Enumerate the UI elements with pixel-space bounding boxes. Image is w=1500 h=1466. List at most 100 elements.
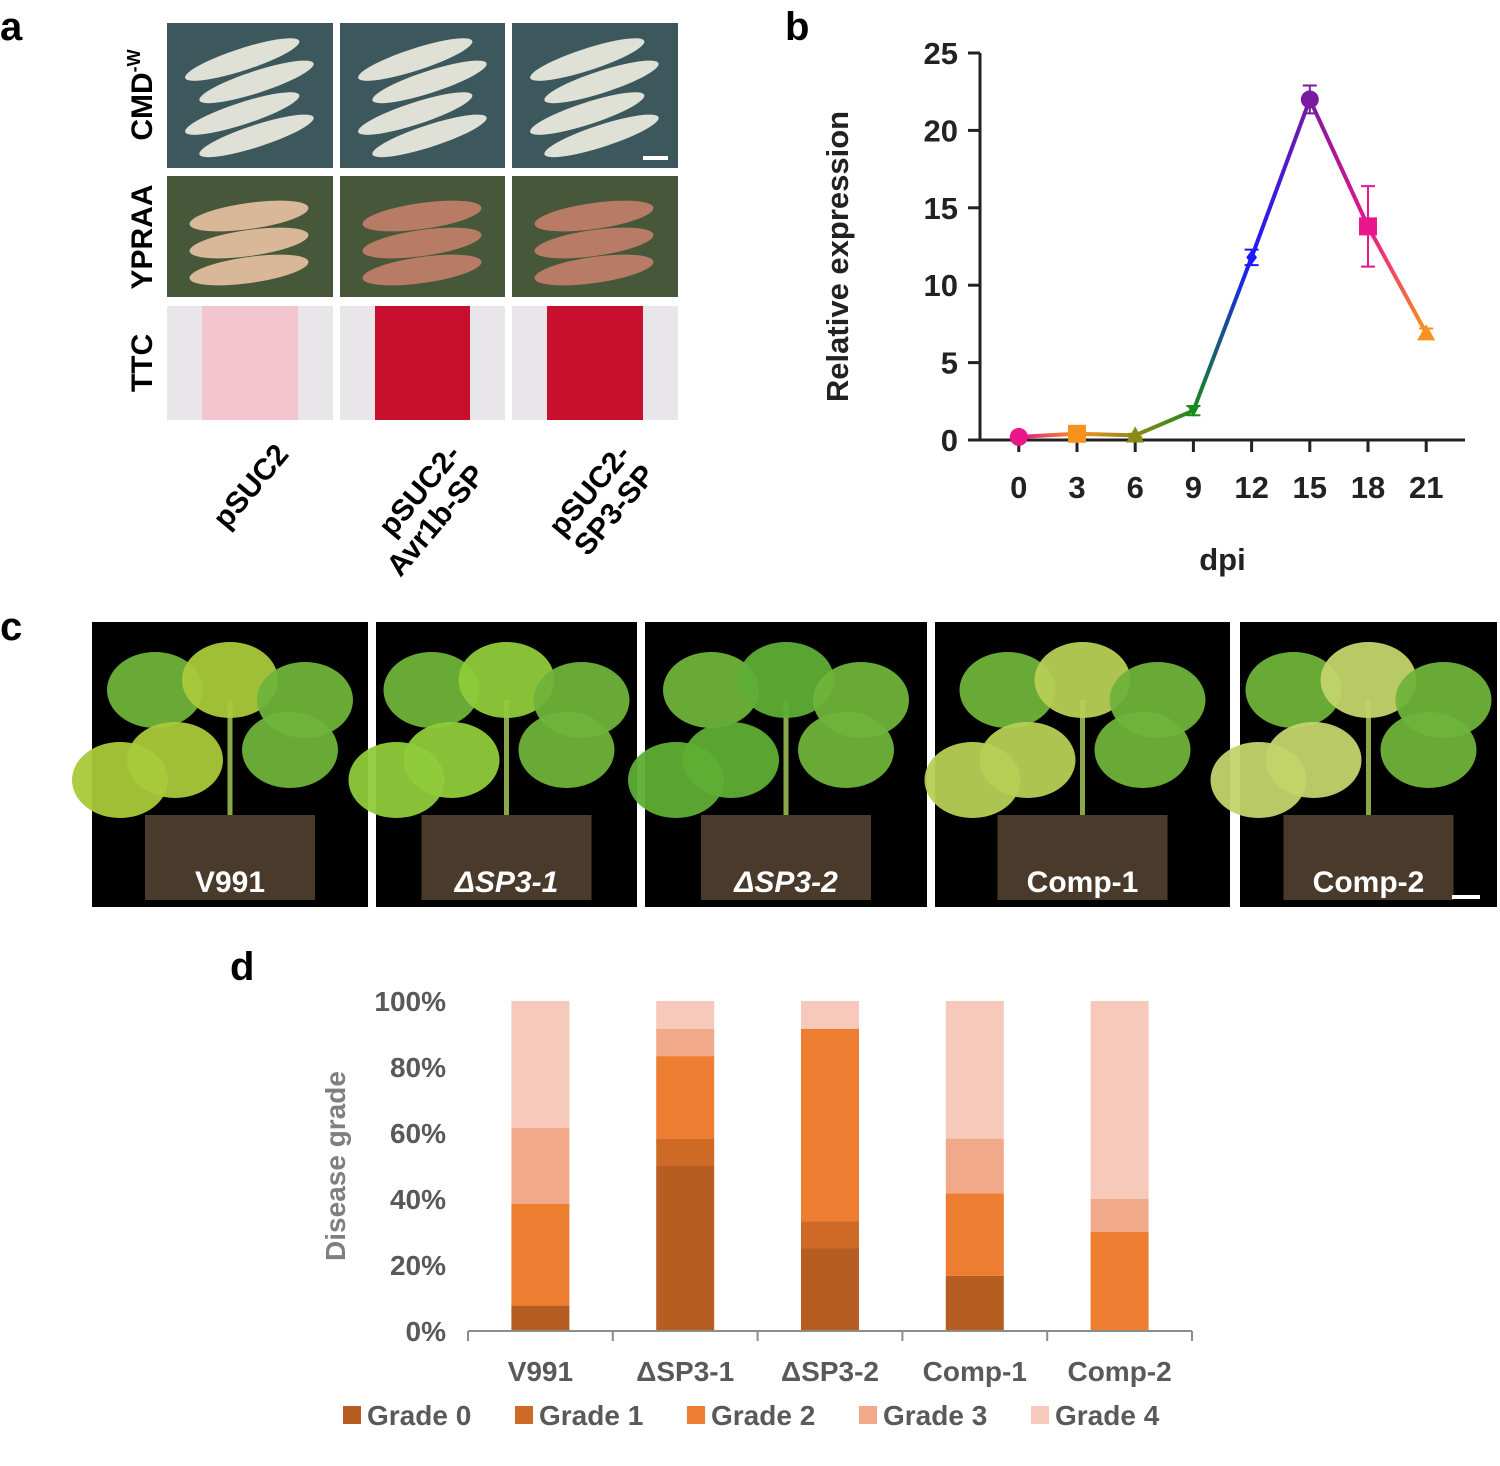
leaf	[959, 652, 1056, 728]
x-tick-label: 21	[1409, 470, 1443, 505]
scale-bar	[1452, 895, 1480, 899]
leaf	[107, 652, 203, 728]
photo	[512, 23, 678, 168]
bar-segment	[656, 1138, 715, 1166]
leaf	[1380, 712, 1477, 788]
leaf	[738, 642, 834, 718]
leaf	[663, 652, 759, 728]
data-point	[1417, 324, 1436, 341]
x-tick-label: ΔSP3-1	[636, 1356, 734, 1387]
bar-segment	[511, 1001, 570, 1128]
photo: Comp-2	[1210, 622, 1497, 907]
photo-label: V991	[195, 866, 265, 899]
photo: V991	[72, 622, 368, 907]
leaf	[1245, 652, 1342, 728]
x-tick-label: Comp-1	[923, 1356, 1027, 1387]
pot	[145, 815, 315, 900]
line-segment	[1018, 431, 1078, 439]
bar-segment	[801, 1221, 859, 1249]
x-tick-label: 9	[1185, 470, 1202, 505]
bar-segment	[1090, 1232, 1149, 1331]
photo	[340, 176, 505, 297]
y-tick-label: 25	[924, 36, 958, 71]
legend-label: Grade 4	[1055, 1400, 1160, 1431]
colony	[185, 92, 300, 135]
pot	[421, 815, 592, 900]
legend-label: Grade 1	[539, 1400, 643, 1431]
bar-segment	[656, 1166, 715, 1331]
x-axis-label: dpi	[1199, 542, 1246, 577]
leaf	[242, 712, 338, 788]
panel-label: b	[785, 5, 809, 49]
photo-label: Comp-1	[1027, 866, 1139, 899]
leaf	[1094, 712, 1191, 788]
y-tick-label: 5	[941, 346, 958, 381]
leaf	[628, 742, 724, 818]
line-segment	[1307, 98, 1370, 228]
leaf	[1034, 642, 1131, 718]
y-tick-label: 10	[924, 268, 958, 303]
bar-segment	[656, 1001, 715, 1029]
data-point	[1068, 424, 1086, 443]
bar-segment	[511, 1127, 570, 1204]
leaf	[458, 642, 555, 718]
colony	[199, 114, 314, 158]
pot	[701, 815, 871, 900]
legend-swatch	[515, 1406, 533, 1424]
scale-bar	[643, 156, 668, 160]
colony	[544, 114, 659, 158]
data-point	[1300, 90, 1319, 109]
leaf	[798, 712, 894, 788]
legend-label: Grade 2	[711, 1400, 815, 1431]
line-segment	[1366, 225, 1428, 335]
y-tick-label: 20	[924, 113, 958, 148]
photo: ΔSP3-2	[628, 622, 927, 907]
column-label: pSUC2	[207, 438, 296, 535]
column-label: pSUC2-SP3-SP	[542, 438, 661, 562]
y-tick-label: 20%	[390, 1250, 446, 1281]
row-label: TTC	[126, 334, 159, 392]
tube	[547, 306, 643, 420]
legend-label: Grade 3	[883, 1400, 987, 1431]
y-tick-label: 15	[924, 191, 958, 226]
colony	[534, 200, 654, 232]
colony	[372, 114, 487, 158]
leaf	[348, 742, 445, 818]
colony	[189, 227, 309, 259]
line-segment	[1134, 408, 1195, 438]
photo	[167, 306, 333, 420]
data-point	[1126, 426, 1145, 443]
row-label-text: TTC	[126, 334, 159, 392]
y-tick-label: 100%	[374, 986, 446, 1017]
colony	[358, 38, 473, 81]
photo	[512, 306, 678, 420]
legend-swatch	[687, 1406, 705, 1424]
leaf	[383, 652, 480, 728]
legend-label: Grade 0	[367, 1400, 471, 1431]
photo: Comp-1	[924, 622, 1230, 907]
panel-label: a	[0, 5, 23, 49]
bar-segment	[945, 1193, 1004, 1276]
bar-segment	[801, 1001, 859, 1029]
colony	[530, 92, 645, 135]
column-label-line: pSUC2	[207, 438, 296, 535]
colony	[372, 60, 487, 104]
data-point	[1187, 405, 1200, 417]
y-axis-label: Disease grade	[320, 1071, 351, 1261]
colony	[358, 92, 473, 135]
row-label-text: YPRAA	[126, 184, 159, 289]
y-tick-label: 40%	[390, 1184, 446, 1215]
bar-segment	[656, 1056, 715, 1139]
legend-swatch	[343, 1406, 361, 1424]
photo	[512, 176, 678, 297]
x-tick-label: 0	[1010, 470, 1027, 505]
colony	[189, 254, 309, 286]
y-axis-label: Relative expression	[820, 111, 855, 402]
colony	[189, 200, 309, 232]
legend-swatch	[1031, 1406, 1049, 1424]
tube	[202, 306, 298, 420]
colony	[362, 254, 482, 286]
line-segment	[1191, 256, 1254, 412]
x-tick-label: 15	[1293, 470, 1327, 505]
